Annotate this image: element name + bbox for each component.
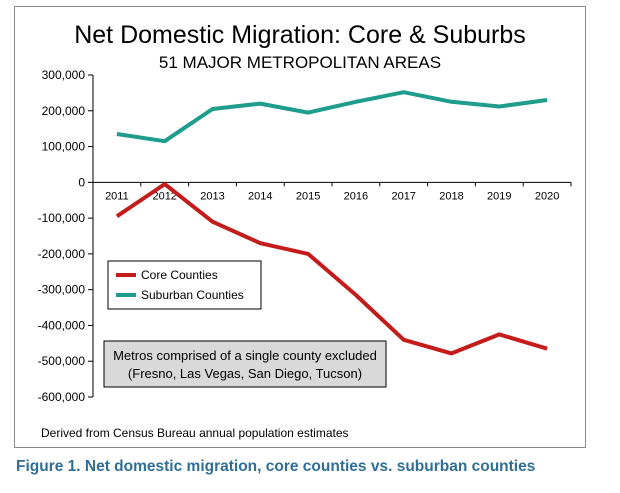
legend-label-core: Core Counties	[141, 268, 218, 282]
source-note: Derived from Census Bureau annual popula…	[41, 426, 349, 440]
y-axis-ticks: 300,000 200,000 100,000 0 -100,000 -200,000 -3…	[38, 68, 93, 404]
legend: Core Counties Suburban Counties	[107, 260, 262, 310]
chart-title: Net Domestic Migration: Core & Suburbs	[74, 21, 526, 49]
y-tick-label: 100,000	[42, 140, 86, 154]
x-tick-label: 2011	[105, 190, 129, 202]
chart-frame: Net Domestic Migration: Core & Suburbs 5…	[14, 6, 586, 448]
annotation-line-1: Metros comprised of a single county excl…	[113, 348, 377, 363]
x-tick-label: 2015	[296, 190, 320, 202]
y-tick-label: -200,000	[38, 247, 86, 261]
y-tick-label: 0	[78, 175, 85, 189]
y-tick-label: 300,000	[42, 68, 86, 82]
chart-subtitle: 51 MAJOR METROPOLITAN AREAS	[159, 53, 441, 72]
figure-caption: Figure 1. Net domestic migration, core c…	[16, 458, 536, 475]
x-tick-label: 2020	[535, 190, 559, 202]
legend-box	[107, 260, 262, 310]
y-tick-label: -600,000	[38, 390, 86, 404]
x-axis-ticks: 2011 2012 2013 2014 2015 2016 2017 2018 2019 2020	[92, 182, 572, 202]
annotation-background	[103, 340, 387, 388]
series-lines	[115, 90, 548, 356]
y-tick-label: -500,000	[38, 354, 86, 368]
line-chart: Net Domestic Migration: Core & Suburbs 5…	[38, 21, 572, 440]
annotation-line-2: (Fresno, Las Vegas, San Diego, Tucson)	[128, 366, 362, 381]
x-tick-label: 2014	[248, 190, 272, 202]
x-tick-label: 2012	[152, 190, 176, 202]
x-tick-label: 2019	[487, 190, 511, 202]
legend-label-suburban: Suburban Counties	[141, 288, 244, 302]
series-line-suburban-counties	[116, 90, 548, 144]
y-tick-label: 200,000	[42, 104, 86, 118]
y-tick-label: -100,000	[38, 211, 86, 225]
y-tick-label: -400,000	[38, 318, 86, 332]
series-line-core-counties	[115, 182, 548, 356]
annotation-box: Metros comprised of a single county excl…	[103, 340, 387, 388]
x-tick-label: 2016	[344, 190, 368, 202]
x-tick-label: 2013	[200, 190, 224, 202]
y-tick-label: -300,000	[38, 283, 86, 297]
x-tick-label: 2017	[391, 190, 415, 202]
x-tick-label: 2018	[439, 190, 463, 202]
